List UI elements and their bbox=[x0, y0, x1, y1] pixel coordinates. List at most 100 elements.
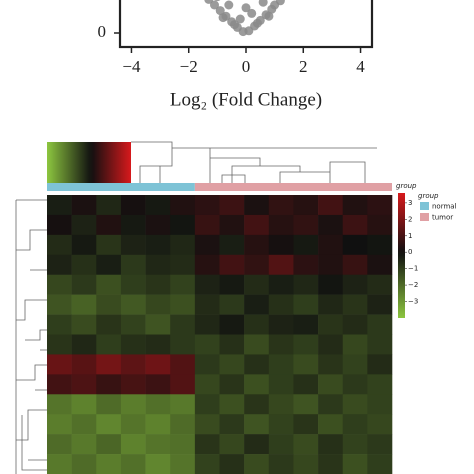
x-axis: −4 −2 0 2 4 bbox=[122, 47, 365, 76]
data-point bbox=[214, 0, 221, 2]
heatmap-cell bbox=[318, 294, 344, 315]
heatmap-cell bbox=[318, 354, 344, 375]
colorbar-tick-label: 3 bbox=[408, 199, 412, 207]
heatmap-cell bbox=[194, 354, 220, 375]
heatmap-cell bbox=[145, 414, 171, 435]
row-dendrogram bbox=[15, 199, 47, 474]
heatmap-cell bbox=[71, 254, 97, 276]
heatmap-cell bbox=[96, 414, 122, 435]
heatmap-cell bbox=[219, 414, 245, 435]
heatmap-cell bbox=[318, 454, 344, 474]
heatmap-cell bbox=[244, 294, 270, 315]
heatmap-cell bbox=[342, 214, 368, 236]
legend-label: normal bbox=[432, 203, 457, 211]
heatmap-cell bbox=[170, 434, 196, 455]
heatmap-cell bbox=[145, 314, 171, 335]
data-point bbox=[241, 3, 251, 13]
heatmap-cell bbox=[342, 394, 368, 415]
heatmap-cell bbox=[120, 414, 146, 435]
x-tick-label: −4 bbox=[122, 57, 141, 76]
heatmap-cell bbox=[318, 314, 344, 335]
heatmap-cell bbox=[47, 195, 72, 216]
heatmap-cell bbox=[244, 214, 270, 236]
data-point bbox=[252, 18, 262, 28]
heatmap-cell bbox=[47, 234, 72, 256]
heatmap-cell bbox=[268, 374, 294, 395]
heatmap-cell bbox=[96, 334, 122, 355]
heatmap-cell bbox=[293, 434, 319, 455]
heatmap-cell bbox=[367, 254, 393, 276]
legend-title: group bbox=[418, 192, 439, 200]
heatmap-cell bbox=[367, 374, 393, 395]
heatmap-cell bbox=[244, 274, 270, 295]
heatmap-cell bbox=[170, 294, 196, 315]
heatmap-cell bbox=[293, 314, 319, 335]
heatmap-cell bbox=[145, 394, 171, 415]
heatmap-cell bbox=[47, 314, 72, 335]
heatmap-cell bbox=[268, 414, 294, 435]
colorbar-tick-label: −1 bbox=[408, 265, 418, 273]
heatmap-cell bbox=[47, 214, 72, 236]
heatmap-cell bbox=[120, 314, 146, 335]
heatmap-cell bbox=[367, 414, 393, 435]
heatmap-cell bbox=[318, 214, 344, 236]
heatmap-cell bbox=[244, 454, 270, 474]
legend-swatch bbox=[420, 202, 429, 210]
heatmap-cell bbox=[268, 314, 294, 335]
heatmap-cell bbox=[219, 254, 245, 276]
column-dendrogram bbox=[131, 141, 377, 183]
heatmap-cell bbox=[219, 234, 245, 256]
x-axis-label: Log₂ (Fold Change) bbox=[170, 89, 322, 110]
heatmap-cell bbox=[71, 454, 97, 474]
heatmap-cell bbox=[342, 314, 368, 335]
data-point bbox=[224, 0, 234, 10]
heatmap-cell bbox=[367, 314, 393, 335]
heatmap-cell bbox=[268, 454, 294, 474]
heatmap-cell bbox=[367, 195, 393, 216]
heatmap-cell bbox=[194, 374, 220, 395]
heatmap-cell bbox=[120, 294, 146, 315]
heatmap-cell bbox=[47, 274, 72, 295]
heatmap-cell bbox=[244, 354, 270, 375]
x-tick-label: 2 bbox=[299, 57, 308, 76]
heatmap-cell bbox=[293, 214, 319, 236]
heatmap-cell bbox=[120, 454, 146, 474]
heatmap-cell bbox=[47, 354, 72, 375]
legend-swatch bbox=[420, 213, 429, 221]
heatmap-cell bbox=[71, 214, 97, 236]
heatmap-cell bbox=[219, 274, 245, 295]
heatmap-cell bbox=[342, 334, 368, 355]
heatmap-cell bbox=[342, 274, 368, 295]
heatmap-cell bbox=[293, 374, 319, 395]
heatmap-cell bbox=[293, 454, 319, 474]
heatmap-cell bbox=[219, 294, 245, 315]
y-tick-label: 0 bbox=[98, 22, 107, 41]
heatmap-cell bbox=[342, 294, 368, 315]
heatmap-cell bbox=[145, 454, 171, 474]
heatmap-cell bbox=[71, 234, 97, 256]
heatmap-cell bbox=[293, 354, 319, 375]
heatmap-cell bbox=[145, 214, 171, 236]
heatmap-cell bbox=[318, 234, 344, 256]
colorbar-tick-label: 1 bbox=[408, 232, 412, 240]
heatmap-cell bbox=[120, 394, 146, 415]
heatmap-cell bbox=[367, 434, 393, 455]
heatmap-cell bbox=[367, 234, 393, 256]
heatmap-cell bbox=[342, 434, 368, 455]
heatmap-cell bbox=[96, 214, 122, 236]
heatmap-cell bbox=[219, 394, 245, 415]
heatmap-cell bbox=[120, 254, 146, 276]
heatmap-cell bbox=[194, 254, 220, 276]
heatmap-cell bbox=[268, 234, 294, 256]
heatmap-cell bbox=[194, 394, 220, 415]
data-point bbox=[235, 14, 245, 24]
volcano-plot bbox=[118, 0, 374, 49]
heatmap-cell bbox=[268, 195, 294, 216]
heatmap-cell bbox=[194, 334, 220, 355]
heatmap-cell bbox=[170, 254, 196, 276]
x-tick-label: −2 bbox=[180, 57, 198, 76]
heatmap-cell bbox=[96, 434, 122, 455]
heatmap-cell bbox=[194, 414, 220, 435]
heatmap-cell bbox=[367, 294, 393, 315]
